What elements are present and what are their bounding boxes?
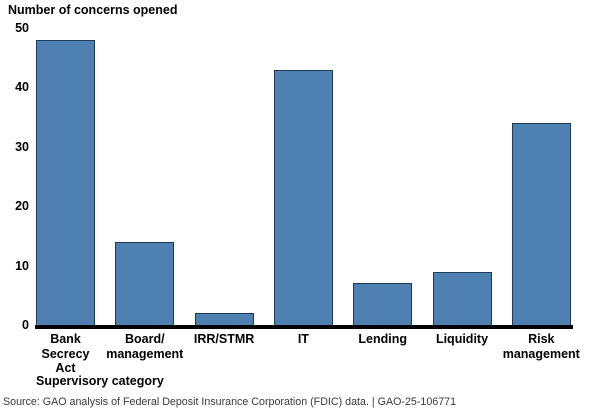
x-category-label: Board/ management bbox=[106, 332, 184, 361]
bar-board-management bbox=[115, 241, 175, 325]
bar-bank-secrecy-act bbox=[36, 39, 95, 325]
y-tick-label-0: 0 bbox=[22, 317, 29, 332]
x-category-label: Liquidity bbox=[435, 332, 489, 346]
x-category-label: Bank Secrecy Act bbox=[41, 332, 90, 375]
bar-lending bbox=[353, 283, 413, 325]
bar-irr-stmr bbox=[194, 313, 254, 325]
x-category-label: IT bbox=[297, 332, 309, 346]
x-axis-title: Supervisory category bbox=[36, 374, 164, 388]
x-category-label: IRR/STMR bbox=[193, 332, 255, 346]
y-tick-label-10: 10 bbox=[15, 258, 29, 273]
x-category-label: Risk management bbox=[502, 332, 580, 361]
x-category-label: Lending bbox=[358, 332, 407, 346]
bar-liquidity bbox=[432, 271, 492, 325]
bar-risk-management bbox=[511, 123, 571, 325]
x-axis-line bbox=[35, 325, 573, 329]
y-tick-label-50: 50 bbox=[15, 20, 29, 35]
y-tick-label-30: 30 bbox=[15, 139, 29, 154]
chart-title: Number of concerns opened bbox=[8, 3, 178, 17]
bar-it bbox=[273, 69, 333, 325]
source-note: Source: GAO analysis of Federal Deposit … bbox=[3, 396, 457, 408]
y-tick-label-20: 20 bbox=[15, 198, 29, 213]
plot-area bbox=[35, 28, 573, 325]
y-tick-label-40: 40 bbox=[15, 80, 29, 95]
